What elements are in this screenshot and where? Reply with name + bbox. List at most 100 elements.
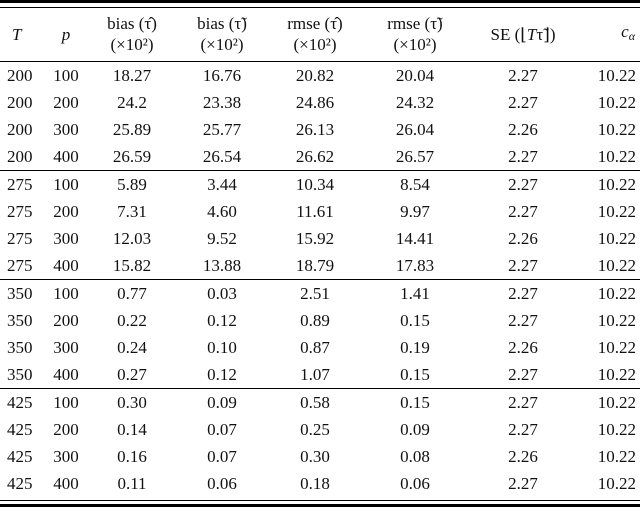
table-cell: 26.13 xyxy=(295,120,335,139)
header-se-pre: SE (⌊ xyxy=(490,24,527,44)
table-cell: 17.83 xyxy=(395,256,435,275)
table-cell: 18.79 xyxy=(295,256,335,275)
table-cell: 24.32 xyxy=(395,93,435,112)
table-cell: 2.27 xyxy=(508,365,538,384)
table-header: T p bias (τ̂) (×10²) bias (τ̃) (×10²) rm… xyxy=(0,8,640,62)
table-cell: 10.22 xyxy=(597,338,636,357)
table-cell: 100 xyxy=(53,284,79,303)
table-row: 275 100 5.89 3.44 10.34 8.54 2.27 10.22 xyxy=(0,171,640,199)
table-cell: 10.22 xyxy=(597,365,636,384)
header-bias-tilde-line1: bias (τ̃) xyxy=(197,14,247,33)
header-rmse-tilde-line2: (×10²) xyxy=(393,35,437,54)
table-cell: 2.26 xyxy=(508,447,538,466)
table-cell: 200 xyxy=(7,66,33,85)
table-cell: 350 xyxy=(7,284,33,303)
table-cell: 10.22 xyxy=(597,420,636,439)
table-cell: 2.27 xyxy=(508,256,538,275)
table-cell: 0.06 xyxy=(400,474,430,493)
table-cell: 10.22 xyxy=(597,447,636,466)
table-cell: 0.07 xyxy=(207,447,237,466)
table-cell: 10.22 xyxy=(597,120,636,139)
table-cell: 425 xyxy=(7,474,33,493)
table-cell: 200 xyxy=(53,311,79,330)
table-cell: 275 xyxy=(7,256,33,275)
table-cell: 400 xyxy=(53,256,79,275)
table-cell: 25.77 xyxy=(202,120,242,139)
table-cell: 13.88 xyxy=(202,256,242,275)
table-cell: 0.03 xyxy=(207,284,237,303)
table-cell: 10.22 xyxy=(597,474,636,493)
table-cell: 10.22 xyxy=(597,311,636,330)
paper-table-figure: T p bias (τ̂) (×10²) bias (τ̃) (×10²) rm… xyxy=(0,0,640,507)
table-cell: 400 xyxy=(53,474,79,493)
table-cell: 0.18 xyxy=(300,474,330,493)
header-c-alpha: cα xyxy=(578,8,640,62)
table-cell: 300 xyxy=(53,120,79,139)
table-cell: 9.97 xyxy=(400,202,430,221)
table-cell: 100 xyxy=(53,393,79,412)
table-row: 350 300 0.24 0.10 0.87 0.19 2.26 10.22 xyxy=(0,334,640,361)
header-bias-hat-line2: (×10²) xyxy=(110,35,154,54)
table-cell: 2.27 xyxy=(508,311,538,330)
table-cell: 2.26 xyxy=(508,229,538,248)
table-cell: 350 xyxy=(7,338,33,357)
table-row: 275 200 7.31 4.60 11.61 9.97 2.27 10.22 xyxy=(0,198,640,225)
table-cell: 26.04 xyxy=(395,120,435,139)
table-row: 425 100 0.30 0.09 0.58 0.15 2.27 10.22 xyxy=(0,389,640,417)
table-cell: 0.08 xyxy=(400,447,430,466)
table-cell: 2.27 xyxy=(508,420,538,439)
header-p-label: p xyxy=(61,24,71,44)
table-cell: 10.22 xyxy=(597,256,636,275)
table-cell: 0.15 xyxy=(400,365,430,384)
table-bottom-thin-rule xyxy=(0,500,640,501)
table-cell: 0.11 xyxy=(117,474,147,493)
table-cell: 2.27 xyxy=(508,393,538,412)
table-cell: 0.12 xyxy=(207,311,237,330)
table-cell: 10.22 xyxy=(597,202,636,221)
table-cell: 20.82 xyxy=(295,66,335,85)
table-cell: 26.57 xyxy=(395,147,435,166)
table-cell: 5.89 xyxy=(117,175,147,194)
table-cell: 275 xyxy=(7,202,33,221)
table-block: 350 100 0.77 0.03 2.51 1.41 2.27 10.22 350 200 0.2… xyxy=(0,279,640,389)
table-cell: 300 xyxy=(53,229,79,248)
table-row: 200 300 25.89 25.77 26.13 26.04 2.26 10.22 xyxy=(0,116,640,143)
table-block: 200 100 18.27 16.76 20.82 20.04 2.27 10.22 200 20… xyxy=(0,62,640,171)
table-cell: 425 xyxy=(7,393,33,412)
table-row: 425 400 0.11 0.06 0.18 0.06 2.27 10.22 xyxy=(0,470,640,497)
table-cell: 2.27 xyxy=(508,284,538,303)
header-se-post: τ̃⌋) xyxy=(536,24,556,44)
table-cell: 0.06 xyxy=(207,474,237,493)
table-cell: 10.22 xyxy=(597,284,636,303)
table-cell: 11.61 xyxy=(296,202,334,221)
table-cell: 0.87 xyxy=(300,338,330,357)
table-cell: 0.12 xyxy=(207,365,237,384)
table-cell: 0.15 xyxy=(400,311,430,330)
table-cell: 400 xyxy=(53,147,79,166)
table-cell: 14.41 xyxy=(395,229,435,248)
table-cell: 100 xyxy=(53,66,79,85)
table-cell: 1.07 xyxy=(300,365,330,384)
header-se: SE (⌊Tτ̃⌋) xyxy=(468,8,578,62)
table-cell: 200 xyxy=(53,420,79,439)
table-cell: 200 xyxy=(7,120,33,139)
table-row: 200 100 18.27 16.76 20.82 20.04 2.27 10.22 xyxy=(0,62,640,90)
table-cell: 425 xyxy=(7,447,33,466)
table-cell: 275 xyxy=(7,175,33,194)
table-cell: 400 xyxy=(53,365,79,384)
table-cell: 200 xyxy=(53,93,79,112)
table-cell: 2.27 xyxy=(508,66,538,85)
table-row: 350 400 0.27 0.12 1.07 0.15 2.27 10.22 xyxy=(0,361,640,389)
table-row: 275 400 15.82 13.88 18.79 17.83 2.27 10.22 xyxy=(0,252,640,280)
table-cell: 300 xyxy=(53,447,79,466)
header-rmse-hat: rmse (τ̂) (×10²) xyxy=(268,8,362,62)
table-block: 425 100 0.30 0.09 0.58 0.15 2.27 10.22 425 200 0.1… xyxy=(0,388,640,498)
table-cell: 24.2 xyxy=(117,93,147,112)
header-bias-tilde: bias (τ̃) (×10²) xyxy=(176,8,268,62)
table-cell: 12.03 xyxy=(112,229,152,248)
table-cell: 7.31 xyxy=(117,202,147,221)
table-cell: 2.26 xyxy=(508,338,538,357)
header-row: T p bias (τ̂) (×10²) bias (τ̃) (×10²) rm… xyxy=(0,8,640,62)
table-cell: 0.16 xyxy=(117,447,147,466)
table-cell: 200 xyxy=(53,202,79,221)
